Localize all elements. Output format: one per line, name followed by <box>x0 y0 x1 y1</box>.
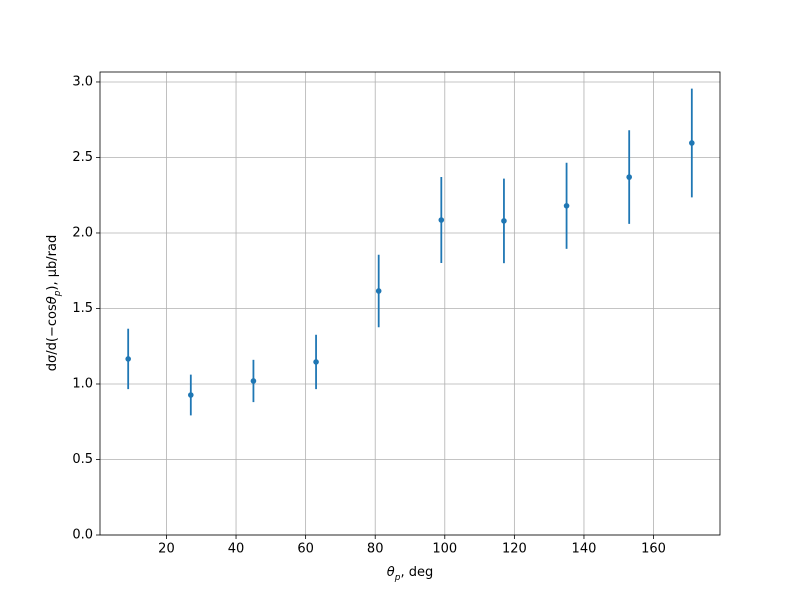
data-point <box>438 217 445 223</box>
data-point <box>501 218 507 224</box>
label-part: ), μb/rad <box>45 235 60 291</box>
label-part: θ <box>387 565 395 580</box>
x-axis-label: θp, deg <box>387 565 433 583</box>
x-tick-label: 60 <box>297 542 314 557</box>
plot-frame <box>99 71 721 536</box>
data-point <box>250 378 257 384</box>
y-tick-label: 2.5 <box>72 150 93 165</box>
label-part: p <box>53 290 63 297</box>
y-axis-label: dσ/d(−cosθp), μb/rad <box>45 235 63 371</box>
label-part: , deg <box>400 565 433 580</box>
x-tick-label: 120 <box>502 542 527 557</box>
y-tick-label: 0.0 <box>72 528 93 543</box>
grid <box>100 72 720 536</box>
label-part: p <box>394 573 401 583</box>
data-point <box>689 140 695 146</box>
x-tick-label: 20 <box>158 542 175 557</box>
data-point <box>188 392 194 398</box>
y-tick-label: 1.0 <box>72 376 93 391</box>
label-part: dσ/d(−cos <box>45 304 60 371</box>
y-tick-label: 2.0 <box>72 225 93 240</box>
data-point <box>313 359 319 365</box>
x-tick-label: 100 <box>432 542 457 557</box>
x-tick-label: 140 <box>572 542 597 557</box>
y-tick-label: 1.5 <box>72 301 93 316</box>
x-tick-label: 80 <box>367 542 384 557</box>
data-point <box>626 174 632 180</box>
y-tick-label: 3.0 <box>72 74 93 89</box>
x-tick-label: 40 <box>228 542 245 557</box>
y-tick-label: 0.5 <box>72 452 93 467</box>
data-point <box>125 356 131 362</box>
label-part: θ <box>45 296 60 304</box>
data-point <box>375 288 382 294</box>
x-tick-label: 160 <box>641 542 666 557</box>
data-point <box>563 202 570 209</box>
